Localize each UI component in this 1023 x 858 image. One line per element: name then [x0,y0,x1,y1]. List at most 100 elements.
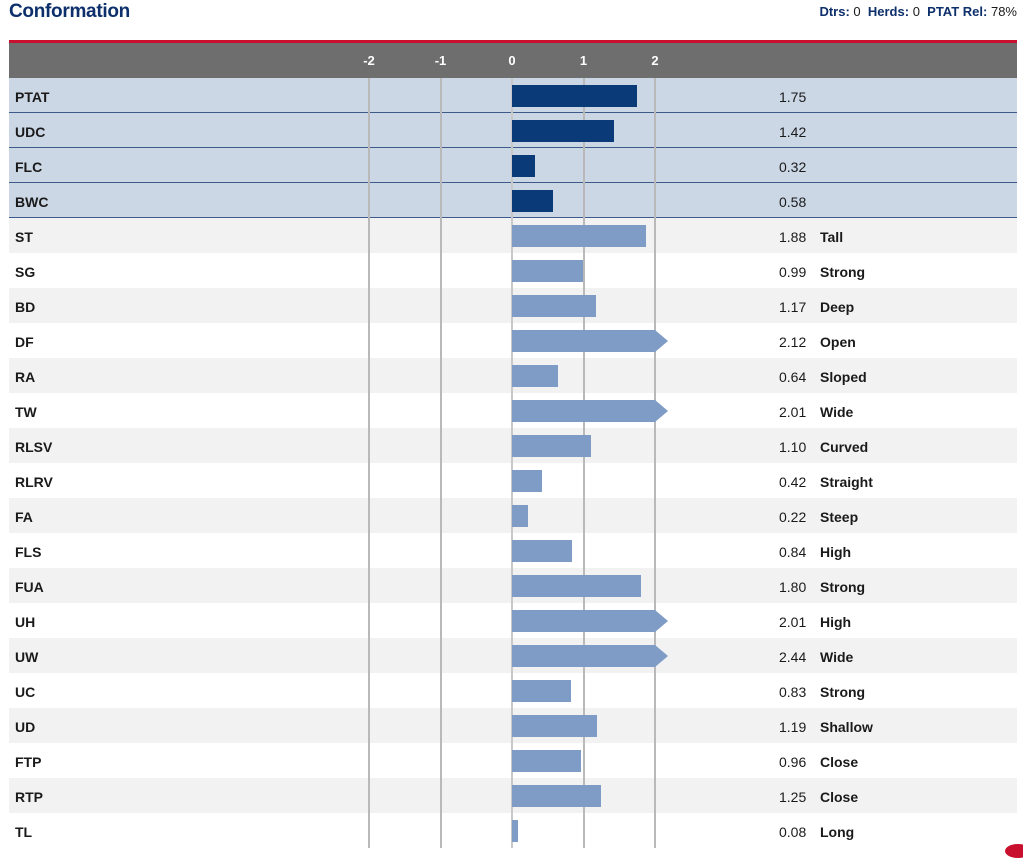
gridline [439,78,442,848]
trait-name: FA [15,509,33,525]
trait-name: UDC [15,124,46,140]
trait-name: UW [15,649,39,665]
value-bar [512,260,583,282]
value-bar [512,750,581,772]
axis-tick-label: -2 [363,53,375,68]
trait-value: 1.80 [779,579,807,595]
ptat-rel-label: PTAT Rel: [927,4,988,19]
trait-value: 0.83 [779,684,807,700]
value-bar [512,680,572,702]
trait-name: PTAT [15,89,50,105]
trait-descriptor: High [820,614,852,630]
trait-value: 1.25 [779,789,807,805]
stats-summary: Dtrs: 0 Herds: 0 PTAT Rel: 78% [819,4,1017,19]
trait-descriptor: Curved [820,439,869,455]
bar-overflow-arrow [655,645,668,667]
value-bar [512,190,554,212]
trait-descriptor: Open [820,334,856,350]
value-bar [512,820,518,842]
trait-value: 0.64 [779,369,807,385]
trait-value: 0.08 [779,824,807,840]
trait-row: FA 0.22 Steep [9,498,1017,533]
value-bar [512,120,614,142]
herds-value: 0 [912,4,920,19]
trait-value: 1.19 [779,719,807,735]
value-bar [512,400,655,422]
trait-value: 1.10 [779,439,807,455]
trait-row: UH 2.01 High [9,603,1017,638]
trait-descriptor: Straight [820,474,873,490]
trait-descriptor: Tall [820,229,844,245]
trait-descriptor: Close [820,789,859,805]
trait-name: TW [15,404,37,420]
trait-descriptor: Strong [820,579,866,595]
axis-tick-label: 0 [508,53,516,68]
trait-value: 1.17 [779,299,807,315]
trait-name: FTP [15,754,42,770]
trait-value: 2.12 [779,334,807,350]
value-bar [512,295,596,317]
value-bar [512,610,655,632]
value-bar [512,155,535,177]
trait-value: 0.22 [779,509,807,525]
value-bar [512,540,573,562]
trait-value: 0.42 [779,474,807,490]
trait-descriptor: Strong [820,264,866,280]
gridline [654,78,656,848]
trait-name: ST [15,229,33,245]
trait-value: 2.01 [779,614,807,630]
value-bar [512,470,543,492]
gridline [511,78,513,848]
trait-name: FLS [15,544,42,560]
gridline [582,78,585,848]
trait-name: SG [15,264,36,280]
bar-overflow-arrow [655,610,668,632]
trait-value: 0.58 [779,194,807,210]
floating-button-edge[interactable] [1005,844,1023,858]
trait-name: RLSV [15,439,53,455]
trait-value: 2.44 [779,649,807,665]
trait-name: RA [15,369,36,385]
value-bar [512,645,655,667]
trait-descriptor: Shallow [820,719,873,735]
trait-name: DF [15,334,34,350]
trait-name: BD [15,299,36,315]
trait-name: RTP [15,789,43,805]
trait-descriptor: Long [820,824,855,840]
dtrs-label: Dtrs: [819,4,850,19]
herds-label: Herds: [867,4,910,19]
bar-overflow-arrow [655,330,668,352]
axis-tick-label: 1 [579,53,588,68]
value-bar [512,365,558,387]
trait-value: 0.96 [779,754,807,770]
value-bar [512,225,647,247]
trait-value: 1.75 [779,89,807,105]
axis-tick-label: 2 [651,53,659,68]
trait-descriptor: Wide [820,649,854,665]
ptat-rel-value: 78% [990,4,1017,19]
trait-descriptor: Sloped [820,369,867,385]
trait-descriptor: Deep [820,299,855,315]
dtrs-value: 0 [853,4,861,19]
trait-value: 2.01 [779,404,807,420]
trait-descriptor: High [820,544,852,560]
trait-value: 0.84 [779,544,807,560]
trait-value: 1.42 [779,124,807,140]
trait-descriptor: Wide [820,404,854,420]
trait-name: RLRV [15,474,53,490]
gridline [368,78,370,848]
bar-overflow-arrow [655,400,668,422]
trait-name: FLC [15,159,43,175]
value-bar [512,330,655,352]
value-bar [512,715,598,737]
trait-value: 0.32 [779,159,807,175]
value-bar [512,85,638,107]
header-accent-line [9,40,1017,43]
trait-value: 0.99 [779,264,807,280]
trait-descriptor: Steep [820,509,859,525]
axis-header: -2 -1 0 1 2 [9,43,1017,78]
axis-tick-label: -1 [434,53,447,68]
value-bar [512,505,528,527]
trait-name: FUA [15,579,44,595]
trait-name: TL [15,824,33,840]
